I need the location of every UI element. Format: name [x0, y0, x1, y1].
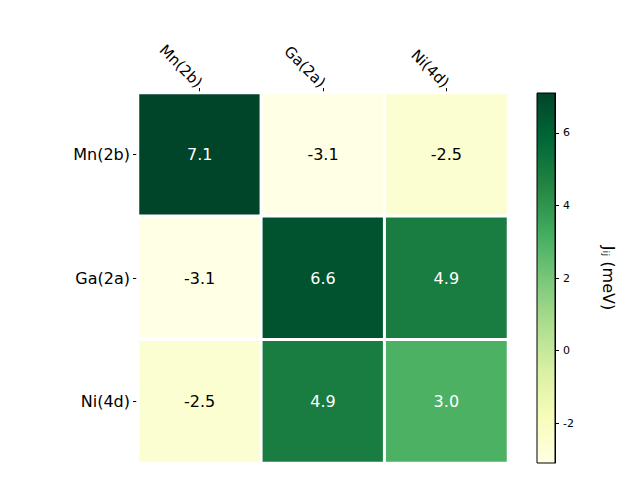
svg-text:6.6: 6.6: [310, 269, 335, 288]
svg-text:6: 6: [563, 126, 570, 139]
svg-text:-2.5: -2.5: [184, 392, 215, 411]
svg-text:-3.1: -3.1: [307, 145, 338, 164]
svg-text:-2.5: -2.5: [431, 145, 462, 164]
svg-text:-2: -2: [563, 417, 574, 430]
svg-text:4.9: 4.9: [310, 392, 335, 411]
svg-text:Jᵢⱼ (meV): Jᵢⱼ (meV): [599, 245, 618, 310]
svg-text:Ni(4d): Ni(4d): [407, 46, 452, 91]
svg-text:Mn(2b): Mn(2b): [73, 145, 130, 164]
svg-text:0: 0: [563, 344, 570, 357]
svg-text:Ga(2a): Ga(2a): [75, 269, 130, 288]
svg-text:4.9: 4.9: [434, 269, 459, 288]
svg-text:7.1: 7.1: [187, 145, 212, 164]
svg-text:Ni(4d): Ni(4d): [81, 392, 130, 411]
svg-text:3.0: 3.0: [434, 392, 459, 411]
svg-text:4: 4: [563, 199, 570, 212]
svg-text:2: 2: [563, 272, 570, 285]
svg-text:Ga(2a): Ga(2a): [280, 42, 329, 91]
svg-text:Mn(2b): Mn(2b): [156, 41, 206, 91]
svg-text:-3.1: -3.1: [184, 269, 215, 288]
